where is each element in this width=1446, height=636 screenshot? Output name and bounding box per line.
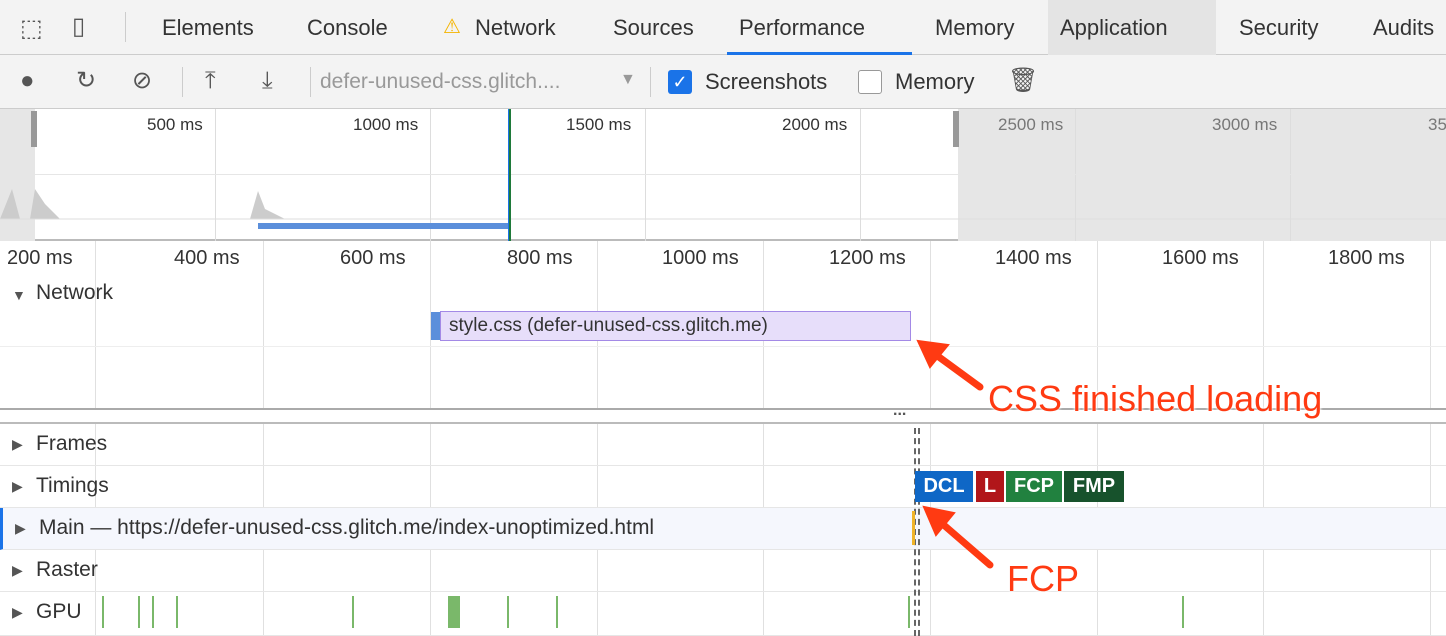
timings-label: Timings: [36, 474, 109, 497]
frames-label: Frames: [36, 432, 108, 455]
ruler-tick: 1200 ms: [829, 247, 906, 269]
ruler-tick: 1800 ms: [1328, 247, 1405, 269]
inspect-element-icon[interactable]: ⬚: [20, 15, 43, 42]
raster-track[interactable]: ▶ Raster: [0, 550, 1446, 592]
fcp-badge[interactable]: FCP: [1006, 471, 1062, 502]
gpu-track[interactable]: ▶ GPU: [0, 592, 1446, 636]
raster-label: Raster: [36, 558, 98, 581]
network-request-style-css[interactable]: style.css (defer-unused-css.glitch.me): [440, 311, 911, 341]
main-track[interactable]: ▶ Main — https://defer-unused-css.glitch.…: [0, 508, 1446, 550]
right-range-handle[interactable]: [953, 111, 959, 147]
ruler-tick: 1400 ms: [995, 247, 1072, 269]
css-loaded-annotation: CSS finished loading: [988, 378, 1323, 419]
tab-performance[interactable]: Performance: [727, 0, 912, 55]
main-thread-task: [912, 511, 915, 545]
network-track-label[interactable]: Network: [36, 281, 114, 304]
overview-tick: 1500 ms: [566, 115, 632, 134]
download-icon[interactable]: ⤓: [262, 67, 273, 94]
overview-tick: 3000 ms: [1212, 115, 1278, 134]
overview-tick: 500 ms: [147, 115, 203, 134]
request-queue-bar: [431, 312, 440, 340]
tab-elements[interactable]: Elements: [162, 15, 254, 40]
overview-tick: 1000 ms: [353, 115, 419, 134]
record-icon[interactable]: ●: [20, 67, 35, 94]
memory-label: Memory: [895, 69, 975, 94]
fmp-badge[interactable]: FMP: [1064, 471, 1124, 502]
dcl-badge[interactable]: DCL: [915, 471, 973, 502]
cpu-activity-chart: [0, 189, 1446, 220]
ruler-tick: 600 ms: [340, 247, 406, 269]
cursor-marker: [508, 109, 511, 241]
performance-toolbar: ● ↻ ⊘ ⤒ ⤓ defer-unused-css.glitch.... ▼ …: [0, 55, 1446, 109]
timing-marker-line: [914, 428, 916, 636]
ruler-tick: 1600 ms: [1162, 247, 1239, 269]
main-label: Main — https://defer-unused-css.glitch.m…: [39, 516, 655, 539]
devtools-tab-bar: ⬚ ▯ Elements Console ⚠ Network Sources P…: [0, 0, 1446, 55]
tab-audits[interactable]: Audits: [1373, 15, 1435, 40]
frames-track[interactable]: ▶ Frames: [0, 424, 1446, 466]
memory-checkbox[interactable]: [858, 70, 882, 94]
gpu-label: GPU: [36, 600, 82, 623]
left-range-handle[interactable]: [31, 111, 37, 147]
tab-network[interactable]: Network: [475, 15, 556, 40]
fcp-annotation: FCP: [1007, 558, 1079, 599]
collapse-network-icon[interactable]: ▼: [12, 287, 26, 303]
tab-console[interactable]: Console: [307, 15, 388, 40]
ruler-tick: 400 ms: [174, 247, 240, 269]
panel-resizer[interactable]: ...: [0, 402, 1446, 424]
timings-track[interactable]: ▶ Timings: [0, 466, 1446, 508]
overview-tick: 35: [1428, 115, 1446, 134]
clear-icon[interactable]: ⊘: [132, 67, 153, 94]
upload-icon[interactable]: ⤒: [205, 67, 216, 94]
trash-icon[interactable]: 🗑: [1008, 67, 1039, 94]
screenshots-checkbox[interactable]: ✓: [668, 70, 692, 94]
overview-tick: 2000 ms: [782, 115, 848, 134]
reload-icon[interactable]: ↻: [76, 67, 97, 94]
chevron-down-icon: ▼: [620, 71, 636, 88]
ruler-tick: 1000 ms: [662, 247, 739, 269]
timeline-overview[interactable]: 500 ms 1000 ms 1500 ms 2000 ms 2500 ms 3…: [0, 109, 1446, 241]
ruler-tick: 800 ms: [507, 247, 573, 269]
annotation-arrows: [916, 339, 994, 569]
timing-marker-line: [918, 428, 920, 636]
network-overview-bar: [258, 223, 510, 229]
tab-memory[interactable]: Memory: [935, 15, 1015, 40]
resizer-grip[interactable]: ...: [893, 402, 907, 419]
load-badge[interactable]: L: [976, 471, 1004, 502]
overview-tick: 2500 ms: [998, 115, 1064, 134]
tab-application[interactable]: Application: [1048, 0, 1216, 55]
recording-select[interactable]: defer-unused-css.glitch....: [320, 70, 561, 93]
tab-sources[interactable]: Sources: [613, 15, 694, 40]
tab-security[interactable]: Security: [1239, 15, 1319, 40]
device-toolbar-icon[interactable]: ▯: [72, 13, 86, 40]
screenshots-label: Screenshots: [705, 69, 828, 94]
ruler-tick: 200 ms: [7, 247, 73, 269]
time-ruler: 200 ms 400 ms 600 ms 800 ms 1000 ms 1200…: [0, 241, 1446, 277]
warning-icon: ⚠: [443, 16, 461, 38]
